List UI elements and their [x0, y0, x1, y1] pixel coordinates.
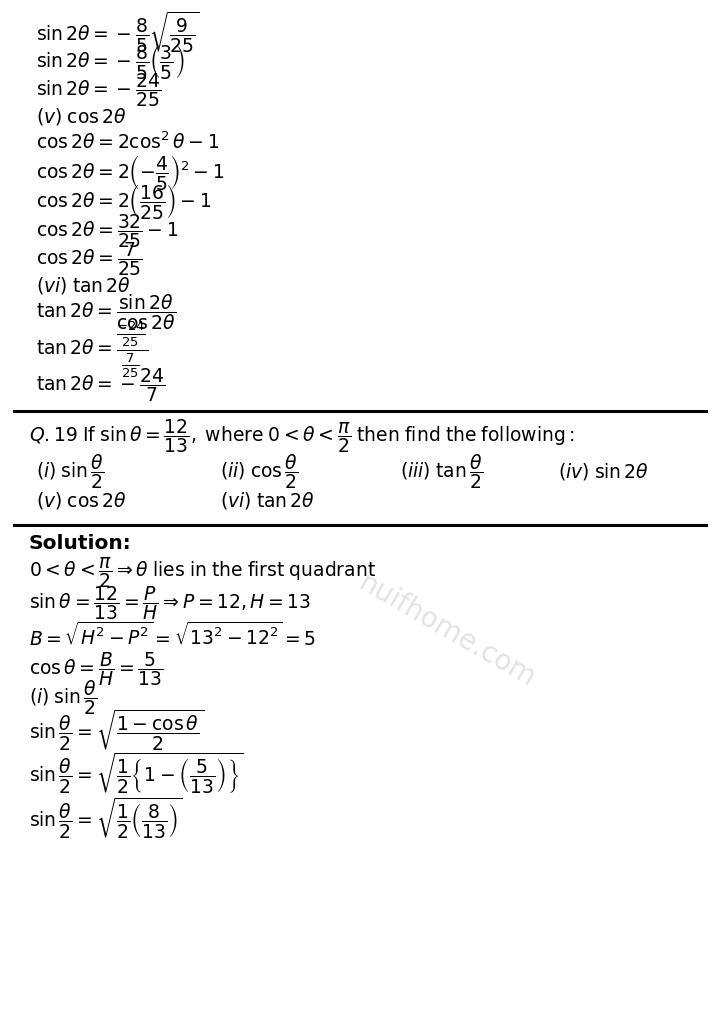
Text: $\sin 2\theta = -\dfrac{8}{5}\left(\dfrac{3}{5}\right)$: $\sin 2\theta = -\dfrac{8}{5}\left(\dfra… — [36, 42, 185, 80]
Text: $\cos 2\theta = 2\cos^2\theta - 1$: $\cos 2\theta = 2\cos^2\theta - 1$ — [36, 131, 219, 154]
Text: $\cos\theta = \dfrac{B}{H} = \dfrac{5}{13}$: $\cos\theta = \dfrac{B}{H} = \dfrac{5}{1… — [29, 649, 163, 688]
Text: $\cos 2\theta = \dfrac{32}{25} - 1$: $\cos 2\theta = \dfrac{32}{25} - 1$ — [36, 212, 179, 250]
Text: $\tan 2\theta = -\dfrac{24}{7}$: $\tan 2\theta = -\dfrac{24}{7}$ — [36, 365, 165, 404]
Text: $\cos 2\theta = 2\left(-\dfrac{4}{5}\right)^2 - 1$: $\cos 2\theta = 2\left(-\dfrac{4}{5}\rig… — [36, 153, 224, 191]
Text: $\sin 2\theta = -\dfrac{24}{25}$: $\sin 2\theta = -\dfrac{24}{25}$ — [36, 70, 161, 109]
Text: $\sin\dfrac{\theta}{2} = \sqrt{\dfrac{1-\cos\theta}{2}}$: $\sin\dfrac{\theta}{2} = \sqrt{\dfrac{1-… — [29, 709, 204, 753]
Text: $\sin\dfrac{\theta}{2} = \sqrt{\dfrac{1}{2}\left(\dfrac{8}{13}\right)}$: $\sin\dfrac{\theta}{2} = \sqrt{\dfrac{1}… — [29, 796, 182, 841]
Text: $(iv)\;\sin 2\theta$: $(iv)\;\sin 2\theta$ — [558, 461, 649, 482]
Text: $(i)\;\sin\dfrac{\theta}{2}$: $(i)\;\sin\dfrac{\theta}{2}$ — [36, 452, 104, 491]
Text: Solution:: Solution: — [29, 534, 132, 553]
Text: $Q.19\;\mathrm{If}\;\sin\theta = \dfrac{12}{13},\;\mathrm{where}\;0 < \theta < \: $Q.19\;\mathrm{If}\;\sin\theta = \dfrac{… — [29, 416, 575, 455]
Text: $(iii)\;\tan\dfrac{\theta}{2}$: $(iii)\;\tan\dfrac{\theta}{2}$ — [400, 452, 482, 491]
Text: $(vi)\;\tan 2\theta$: $(vi)\;\tan 2\theta$ — [220, 491, 315, 511]
Text: $(v)\;\cos 2\theta$: $(v)\;\cos 2\theta$ — [36, 491, 127, 511]
Text: $\tan 2\theta = \dfrac{\frac{-24}{25}}{\frac{7}{25}}$: $\tan 2\theta = \dfrac{\frac{-24}{25}}{\… — [36, 319, 148, 380]
Text: $\tan 2\theta = \dfrac{\sin 2\theta}{\cos 2\theta}$: $\tan 2\theta = \dfrac{\sin 2\theta}{\co… — [36, 292, 176, 333]
Text: $\cos 2\theta = 2\left(\dfrac{16}{25}\right) - 1$: $\cos 2\theta = 2\left(\dfrac{16}{25}\ri… — [36, 182, 212, 221]
Text: $\sin\dfrac{\theta}{2} = \sqrt{\dfrac{1}{2}\left\{1 - \left(\dfrac{5}{13}\right): $\sin\dfrac{\theta}{2} = \sqrt{\dfrac{1}… — [29, 751, 243, 796]
Text: $(v)\;\cos 2\theta$: $(v)\;\cos 2\theta$ — [36, 106, 127, 126]
Text: $(vi)\;\tan 2\theta$: $(vi)\;\tan 2\theta$ — [36, 275, 131, 295]
Text: $(i)\;\sin\dfrac{\theta}{2}$: $(i)\;\sin\dfrac{\theta}{2}$ — [29, 678, 97, 717]
Text: $(ii)\;\cos\dfrac{\theta}{2}$: $(ii)\;\cos\dfrac{\theta}{2}$ — [220, 452, 298, 491]
Text: $\sin 2\theta = -\dfrac{8}{5}\sqrt{\dfrac{9}{25}}$: $\sin 2\theta = -\dfrac{8}{5}\sqrt{\dfra… — [36, 10, 200, 55]
Text: nuifhome.com: nuifhome.com — [353, 569, 540, 693]
Text: $0 < \theta < \dfrac{\pi}{2} \Rightarrow \theta\;\mathrm{lies\;in\;the\;first\;q: $0 < \theta < \dfrac{\pi}{2} \Rightarrow… — [29, 555, 376, 589]
Text: $B = \sqrt{H^2 - P^2} = \sqrt{13^2 - 12^2} = 5$: $B = \sqrt{H^2 - P^2} = \sqrt{13^2 - 12^… — [29, 622, 316, 651]
Text: $\cos 2\theta = \dfrac{7}{25}$: $\cos 2\theta = \dfrac{7}{25}$ — [36, 239, 143, 278]
Text: $\sin\theta = \dfrac{12}{13} = \dfrac{P}{H} \Rightarrow P = 12, H = 13$: $\sin\theta = \dfrac{12}{13} = \dfrac{P}… — [29, 583, 311, 622]
